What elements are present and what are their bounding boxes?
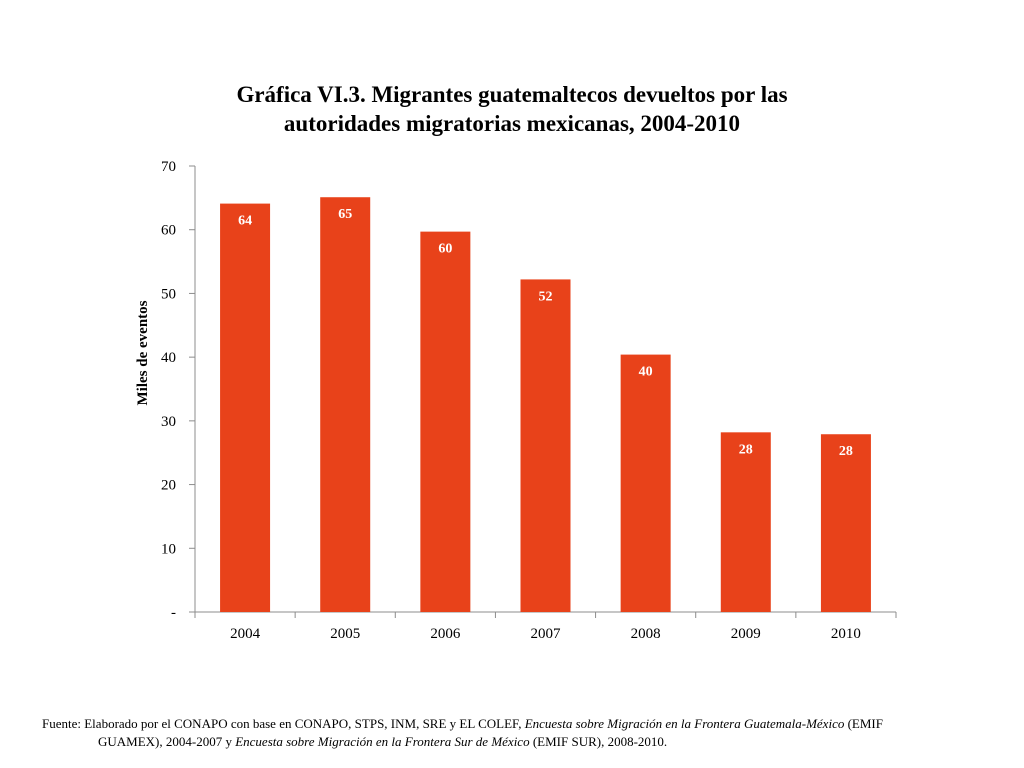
source-line-2: GUAMEX), 2004-2007 y Encuesta sobre Migr… [42, 733, 992, 751]
chart-title-line-1: Gráfica VI.3. Migrantes guatemaltecos de… [236, 82, 788, 107]
y-tick-label: 30 [161, 414, 176, 430]
x-tick-label-2007: 2007 [531, 626, 562, 642]
x-tick-label-2005: 2005 [330, 626, 360, 642]
y-tick-label: 50 [161, 286, 176, 302]
plot-area: - 10 20 30 40 50 60 70 64 2004 65 2005 60 2006 52 2007 4… [161, 159, 897, 642]
source-survey-name: Encuesta sobre Migración en la Frontera … [524, 716, 845, 731]
bar-2007 [520, 279, 571, 612]
source-text: (EMIF SUR), 2008-2010. [529, 734, 668, 749]
y-axis-title: Miles de eventos [135, 300, 151, 405]
data-label-2006: 60 [438, 242, 452, 257]
source-text: GUAMEX), 2004-2007 y [98, 734, 236, 749]
data-label-2010: 28 [839, 444, 853, 459]
data-label-2005: 65 [338, 207, 352, 222]
source-line-1: Fuente: Elaborado por el CONAPO con base… [42, 716, 883, 731]
x-tick-label-2008: 2008 [631, 626, 661, 642]
bar-2006 [420, 231, 471, 612]
y-tick-label: 10 [161, 541, 176, 557]
data-label-2009: 28 [739, 442, 753, 457]
data-label-2008: 40 [639, 365, 653, 380]
data-label-2007: 52 [539, 289, 553, 304]
bar-2004 [220, 203, 271, 612]
bar-2008 [620, 354, 671, 612]
y-tick-label: 60 [161, 223, 176, 239]
x-tick-label-2009: 2009 [731, 626, 761, 642]
y-tick-label: - [171, 605, 176, 621]
y-tick-label: 20 [161, 478, 176, 494]
bar-2010 [820, 434, 871, 612]
y-tick-label: 70 [161, 159, 176, 175]
y-tick-label: 40 [161, 350, 176, 366]
bar-2009 [720, 432, 771, 612]
x-tick-label-2004: 2004 [230, 626, 261, 642]
data-label-2004: 64 [238, 214, 252, 229]
x-tick-label-2006: 2006 [430, 626, 461, 642]
chart-title: Gráfica VI.3. Migrantes guatemaltecos de… [112, 80, 912, 138]
source-survey-name: Encuesta sobre Migración en la Frontera … [235, 734, 530, 749]
bar-2005 [320, 197, 371, 612]
chart-title-line-2: autoridades migratorias mexicanas, 2004-… [283, 111, 741, 136]
source-text: Fuente: Elaborado por el CONAPO con base… [42, 716, 525, 731]
source-text: (EMIF [844, 716, 883, 731]
source-note: Fuente: Elaborado por el CONAPO con base… [42, 715, 992, 751]
x-tick-label-2010: 2010 [831, 626, 861, 642]
